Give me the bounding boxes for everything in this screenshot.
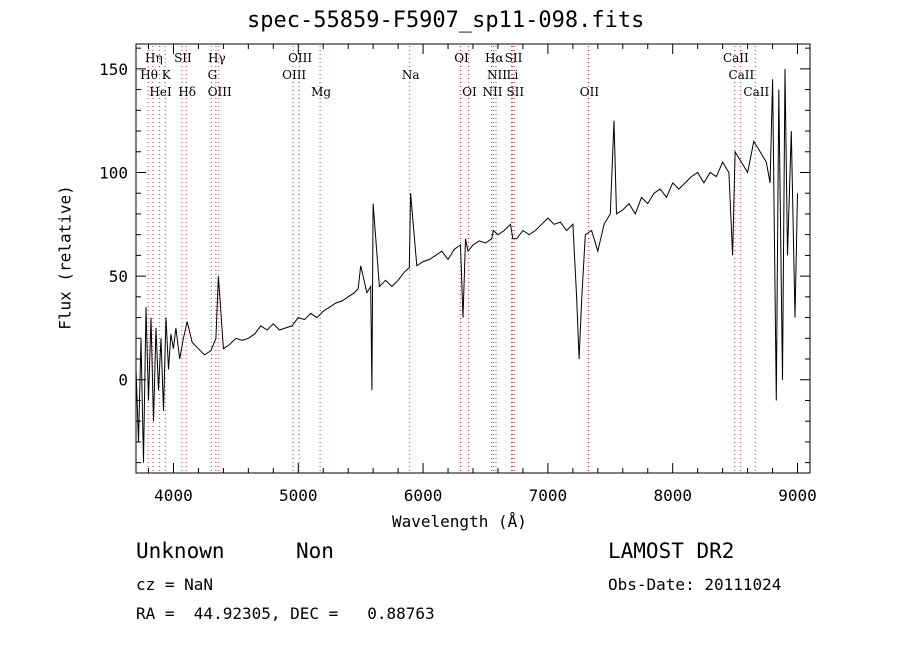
spectral-line-label: NII	[487, 68, 507, 82]
spectral-line-label: NII	[482, 85, 502, 99]
y-tick-label: 50	[109, 267, 128, 286]
spectrum-line	[135, 68, 798, 463]
x-tick-label: 5000	[279, 486, 318, 505]
spectral-line-label: Hγ	[208, 51, 226, 65]
spectral-line-label: Hθ	[140, 68, 158, 82]
chart-title: spec-55859-F5907_sp11-098.fits	[247, 8, 645, 33]
y-tick-label: 0	[118, 371, 128, 390]
spectral-line-label: SII	[505, 51, 523, 65]
ra-dec: RA = 44.92305, DEC = 0.88763	[136, 604, 435, 623]
spectral-line-label: CaII	[743, 85, 769, 99]
spectral-line-label: Hα	[485, 51, 504, 65]
x-tick-label: 7000	[529, 486, 568, 505]
spectral-line-label: Na	[402, 68, 420, 82]
y-tick-label: 100	[99, 163, 128, 182]
survey-name: LAMOST DR2	[608, 539, 735, 563]
spectral-line-label: K	[162, 68, 172, 82]
object-subclass: Non	[296, 539, 334, 563]
spectral-line-label: Li	[507, 68, 519, 82]
spectral-line-label: OI	[462, 85, 477, 99]
x-tick-label: 6000	[404, 486, 443, 505]
spectral-line-label: CaII	[723, 51, 749, 65]
y-tick-label: 150	[99, 60, 128, 79]
spectral-line-label: G	[208, 68, 218, 82]
axis-ticks: 4000 5000 6000 7000 8000 9000 0 50 100 150	[99, 44, 817, 505]
spectral-line-label: Hη	[145, 51, 163, 65]
spectral-line-label: Mg	[311, 85, 331, 99]
spectral-line-label: SII	[506, 85, 524, 99]
spectrum-series	[135, 68, 798, 463]
spectral-line-label: CaII	[728, 68, 754, 82]
spectral-line-label: OIII	[208, 85, 232, 99]
x-tick-label: 9000	[778, 486, 817, 505]
object-class: Unknown	[136, 539, 225, 563]
x-axis-label: Wavelength (Å)	[392, 512, 527, 531]
x-tick-label: 4000	[154, 486, 193, 505]
redshift-cz: cz = NaN	[136, 575, 214, 594]
spectral-line-label: OII	[580, 85, 600, 99]
spectral-line-label: OI	[454, 51, 469, 65]
spectral-line-label: OIII	[282, 68, 306, 82]
spectral-line-label: HeI	[149, 85, 172, 99]
observation-date: Obs-Date: 20111024	[608, 575, 782, 594]
spectral-line-label: Hδ	[178, 85, 196, 99]
spectral-line-markers	[147, 46, 756, 471]
x-tick-label: 8000	[653, 486, 692, 505]
y-axis-label: Flux (relative)	[55, 185, 75, 330]
spectral-line-label: SII	[174, 51, 192, 65]
spectral-line-label: OIII	[288, 51, 312, 65]
